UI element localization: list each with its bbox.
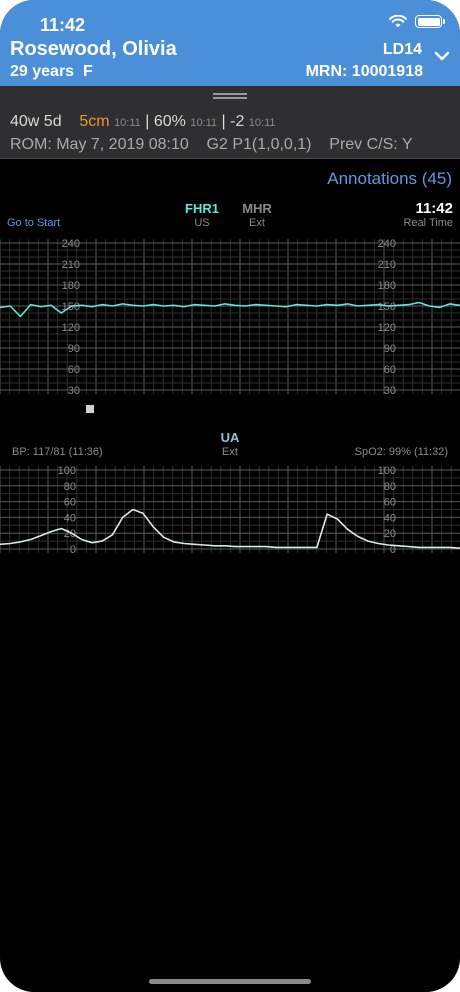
tick-label: 20 <box>384 528 396 540</box>
labor-info-panel: 40w 5d 5cm 10:11 | 60% 10:11 | -2 10:11 … <box>0 86 460 159</box>
spo2: SpO2: 99% (11:32) <box>354 446 448 458</box>
tick-label: 30 <box>384 385 396 396</box>
tick-label: 60 <box>384 364 396 376</box>
labor-status-row: 40w 5d 5cm 10:11 | 60% 10:11 | -2 10:11 <box>10 113 276 130</box>
tick-label: 0 <box>70 544 76 555</box>
tick-label: 0 <box>390 544 396 555</box>
mhr-label[interactable]: MHR <box>242 201 272 216</box>
tick-label: 40 <box>64 512 76 524</box>
tick-label: 180 <box>378 280 396 292</box>
tick-label: 80 <box>64 481 76 493</box>
tick-label: 240 <box>378 238 396 250</box>
series-line <box>0 508 460 549</box>
gestation: 40w 5d <box>10 113 62 130</box>
room-number: LD14 <box>382 41 422 58</box>
patient-header[interactable]: 11:42 Rosewood, Olivia 29 years F LD14 M… <box>0 0 460 86</box>
effacement: 60% <box>153 113 186 130</box>
station: -2 <box>230 113 245 130</box>
tick-label: 180 <box>62 280 80 292</box>
history-row: ROM: May 7, 2019 08:10 G2 P1(1,0,0,1) Pr… <box>10 136 413 154</box>
fhr1-source: US <box>194 217 210 229</box>
mhr-source: Ext <box>249 217 265 229</box>
tick-label: 210 <box>378 259 396 271</box>
effacement-time: 10:11 <box>190 117 218 129</box>
patient-name: Rosewood, Olivia <box>10 38 177 60</box>
tick-label: 100 <box>378 465 396 477</box>
tick-label: 60 <box>384 497 396 509</box>
realtime-label[interactable]: Real Time <box>403 217 453 229</box>
tick-label: 30 <box>68 385 80 396</box>
drag-handle-icon[interactable] <box>213 93 247 99</box>
blood-pressure: BP: 117/81 (11:36) <box>12 446 103 458</box>
tick-label: 120 <box>62 322 80 334</box>
chart-grid <box>0 239 460 394</box>
home-indicator[interactable] <box>149 979 311 984</box>
gravida-para: G2 P1(1,0,0,1) <box>206 136 312 153</box>
tick-label: 80 <box>384 481 396 493</box>
status-time: 11:42 <box>40 15 86 35</box>
ua-source: Ext <box>222 446 238 458</box>
station-time: 10:11 <box>248 117 276 129</box>
battery-icon <box>415 15 445 28</box>
fhr1-label[interactable]: FHR1 <box>185 201 219 216</box>
tick-label: 240 <box>62 238 80 250</box>
annotations-link[interactable]: Annotations (45) <box>327 169 452 188</box>
ua-label[interactable]: UA <box>220 430 240 445</box>
dilation-time: 10:11 <box>114 117 141 129</box>
tick-label: 90 <box>68 343 80 355</box>
realtime-clock: 11:42 <box>415 200 453 217</box>
patient-age-sex: 29 years F <box>10 63 93 80</box>
tick-label: 150 <box>378 301 396 313</box>
rom: ROM: May 7, 2019 08:10 <box>10 136 189 153</box>
tick-label: 120 <box>378 322 396 334</box>
go-to-start-link[interactable]: Go to Start <box>7 217 61 229</box>
prev-cs: Prev C/S: Y <box>329 136 413 153</box>
tick-label: 60 <box>68 364 80 376</box>
event-marker[interactable] <box>86 405 94 413</box>
tick-label: 40 <box>384 512 396 524</box>
mrn: MRN: 10001918 <box>305 63 423 80</box>
tick-label: 60 <box>64 497 76 509</box>
status-icons <box>389 15 445 28</box>
dilation: 5cm <box>79 113 110 130</box>
series-line <box>0 301 460 318</box>
wifi-icon <box>389 15 407 28</box>
tick-label: 90 <box>384 343 396 355</box>
tick-label: 100 <box>58 465 76 477</box>
chevron-down-icon[interactable] <box>434 51 450 61</box>
tick-label: 210 <box>62 259 80 271</box>
chart-grid <box>0 466 460 553</box>
